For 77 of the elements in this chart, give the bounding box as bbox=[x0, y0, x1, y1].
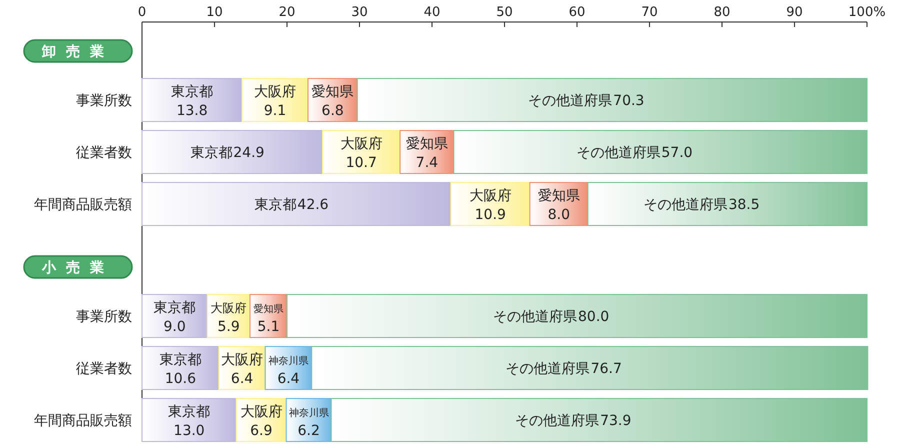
data-label: 6.4 bbox=[277, 371, 300, 387]
data-label: 70.3 bbox=[613, 93, 644, 109]
bar bbox=[142, 78, 243, 122]
text: 神奈川県 bbox=[268, 356, 308, 367]
y-tick-label: 年間商品販売額 bbox=[34, 413, 132, 429]
text: 愛知県 bbox=[406, 136, 448, 152]
series-label: 大阪府 bbox=[221, 352, 264, 368]
text: その他道府県 bbox=[643, 197, 728, 213]
data-label: 7.4 bbox=[416, 155, 438, 171]
x-tick-label: 40 bbox=[424, 5, 440, 20]
data-label: 6.2 bbox=[298, 423, 320, 439]
data-label: 76.7 bbox=[590, 361, 622, 377]
text: 東京都 bbox=[190, 145, 232, 161]
bar bbox=[142, 182, 452, 226]
series-label: 東京都 bbox=[171, 84, 214, 100]
data-label: 9.0 bbox=[163, 319, 186, 335]
bar bbox=[286, 294, 868, 338]
data-label: 5.9 bbox=[218, 319, 240, 335]
data-label: 13.0 bbox=[174, 423, 205, 439]
bar bbox=[453, 130, 868, 174]
data-label: 80.0 bbox=[578, 309, 610, 325]
data-label: 6.4 bbox=[230, 371, 254, 387]
bar bbox=[142, 398, 237, 442]
bar bbox=[311, 346, 868, 390]
text: 愛知県 bbox=[538, 188, 580, 204]
data-label: 42.6 bbox=[297, 197, 329, 213]
data-label: 38.5 bbox=[728, 197, 760, 213]
series-label: 愛知県 bbox=[312, 84, 354, 100]
x-tick-label: 0 bbox=[138, 5, 146, 20]
text: その他道府県 bbox=[506, 361, 590, 377]
data-label: 6.9 bbox=[250, 423, 272, 439]
bar bbox=[356, 78, 868, 122]
text: 東京都 bbox=[159, 352, 202, 368]
x-tick-label: 10 bbox=[206, 5, 223, 20]
data-label: 57.0 bbox=[661, 145, 693, 161]
text: 東京都 bbox=[168, 404, 210, 420]
x-tick-label: 80 bbox=[714, 5, 730, 20]
x-tick-label: 30 bbox=[351, 5, 368, 20]
text: その他道府県 bbox=[515, 413, 600, 429]
y-tick-label: 年間商品販売額 bbox=[34, 197, 132, 213]
data-label: 73.9 bbox=[600, 413, 632, 429]
x-tick-label: 20 bbox=[278, 5, 296, 20]
series-label: 東京都 bbox=[154, 300, 196, 316]
data-label: 8.0 bbox=[548, 207, 570, 223]
text: 東京都 bbox=[254, 197, 296, 213]
text: その他道府県 bbox=[576, 145, 660, 161]
x-tick-label: 90 bbox=[786, 5, 803, 20]
bar bbox=[142, 130, 324, 174]
x-tick-label: 60 bbox=[568, 5, 586, 20]
series-label: 愛知県 bbox=[254, 303, 284, 315]
text: 大阪府 bbox=[240, 404, 282, 420]
bar bbox=[587, 182, 868, 226]
text: 大阪府 bbox=[210, 301, 247, 315]
chart-title: 卸売業 bbox=[41, 44, 114, 60]
y-tick-label: 従業者数 bbox=[76, 145, 132, 161]
data-label: 6.8 bbox=[322, 103, 344, 119]
data-label: 13.8 bbox=[176, 103, 208, 119]
data-label: 24.9 bbox=[233, 145, 264, 161]
series-label: その他道府県 bbox=[528, 93, 612, 109]
series-label: その他道府県 bbox=[493, 309, 577, 325]
x-tick-label: 50 bbox=[496, 5, 513, 20]
data-label: 10.6 bbox=[164, 371, 196, 387]
text: 大阪府 bbox=[469, 188, 512, 204]
data-label: 5.1 bbox=[257, 319, 280, 335]
x-tick-label: 100% bbox=[848, 5, 886, 20]
y-tick-label: 事業所数 bbox=[76, 93, 132, 109]
series-label: 大阪府 bbox=[254, 84, 296, 100]
x-tick-label: 70 bbox=[641, 5, 658, 20]
data-label: 10.9 bbox=[474, 207, 506, 223]
series-label: 神奈川県 bbox=[288, 407, 329, 419]
data-label: 10.7 bbox=[346, 155, 377, 171]
data-label: 9.1 bbox=[264, 103, 286, 119]
y-tick-label: 従業者数 bbox=[76, 361, 132, 377]
y-tick-label: 事業所数 bbox=[76, 309, 132, 325]
text: 大阪府 bbox=[340, 136, 382, 152]
bar bbox=[330, 398, 868, 442]
chart-title: 小売業 bbox=[41, 260, 114, 276]
